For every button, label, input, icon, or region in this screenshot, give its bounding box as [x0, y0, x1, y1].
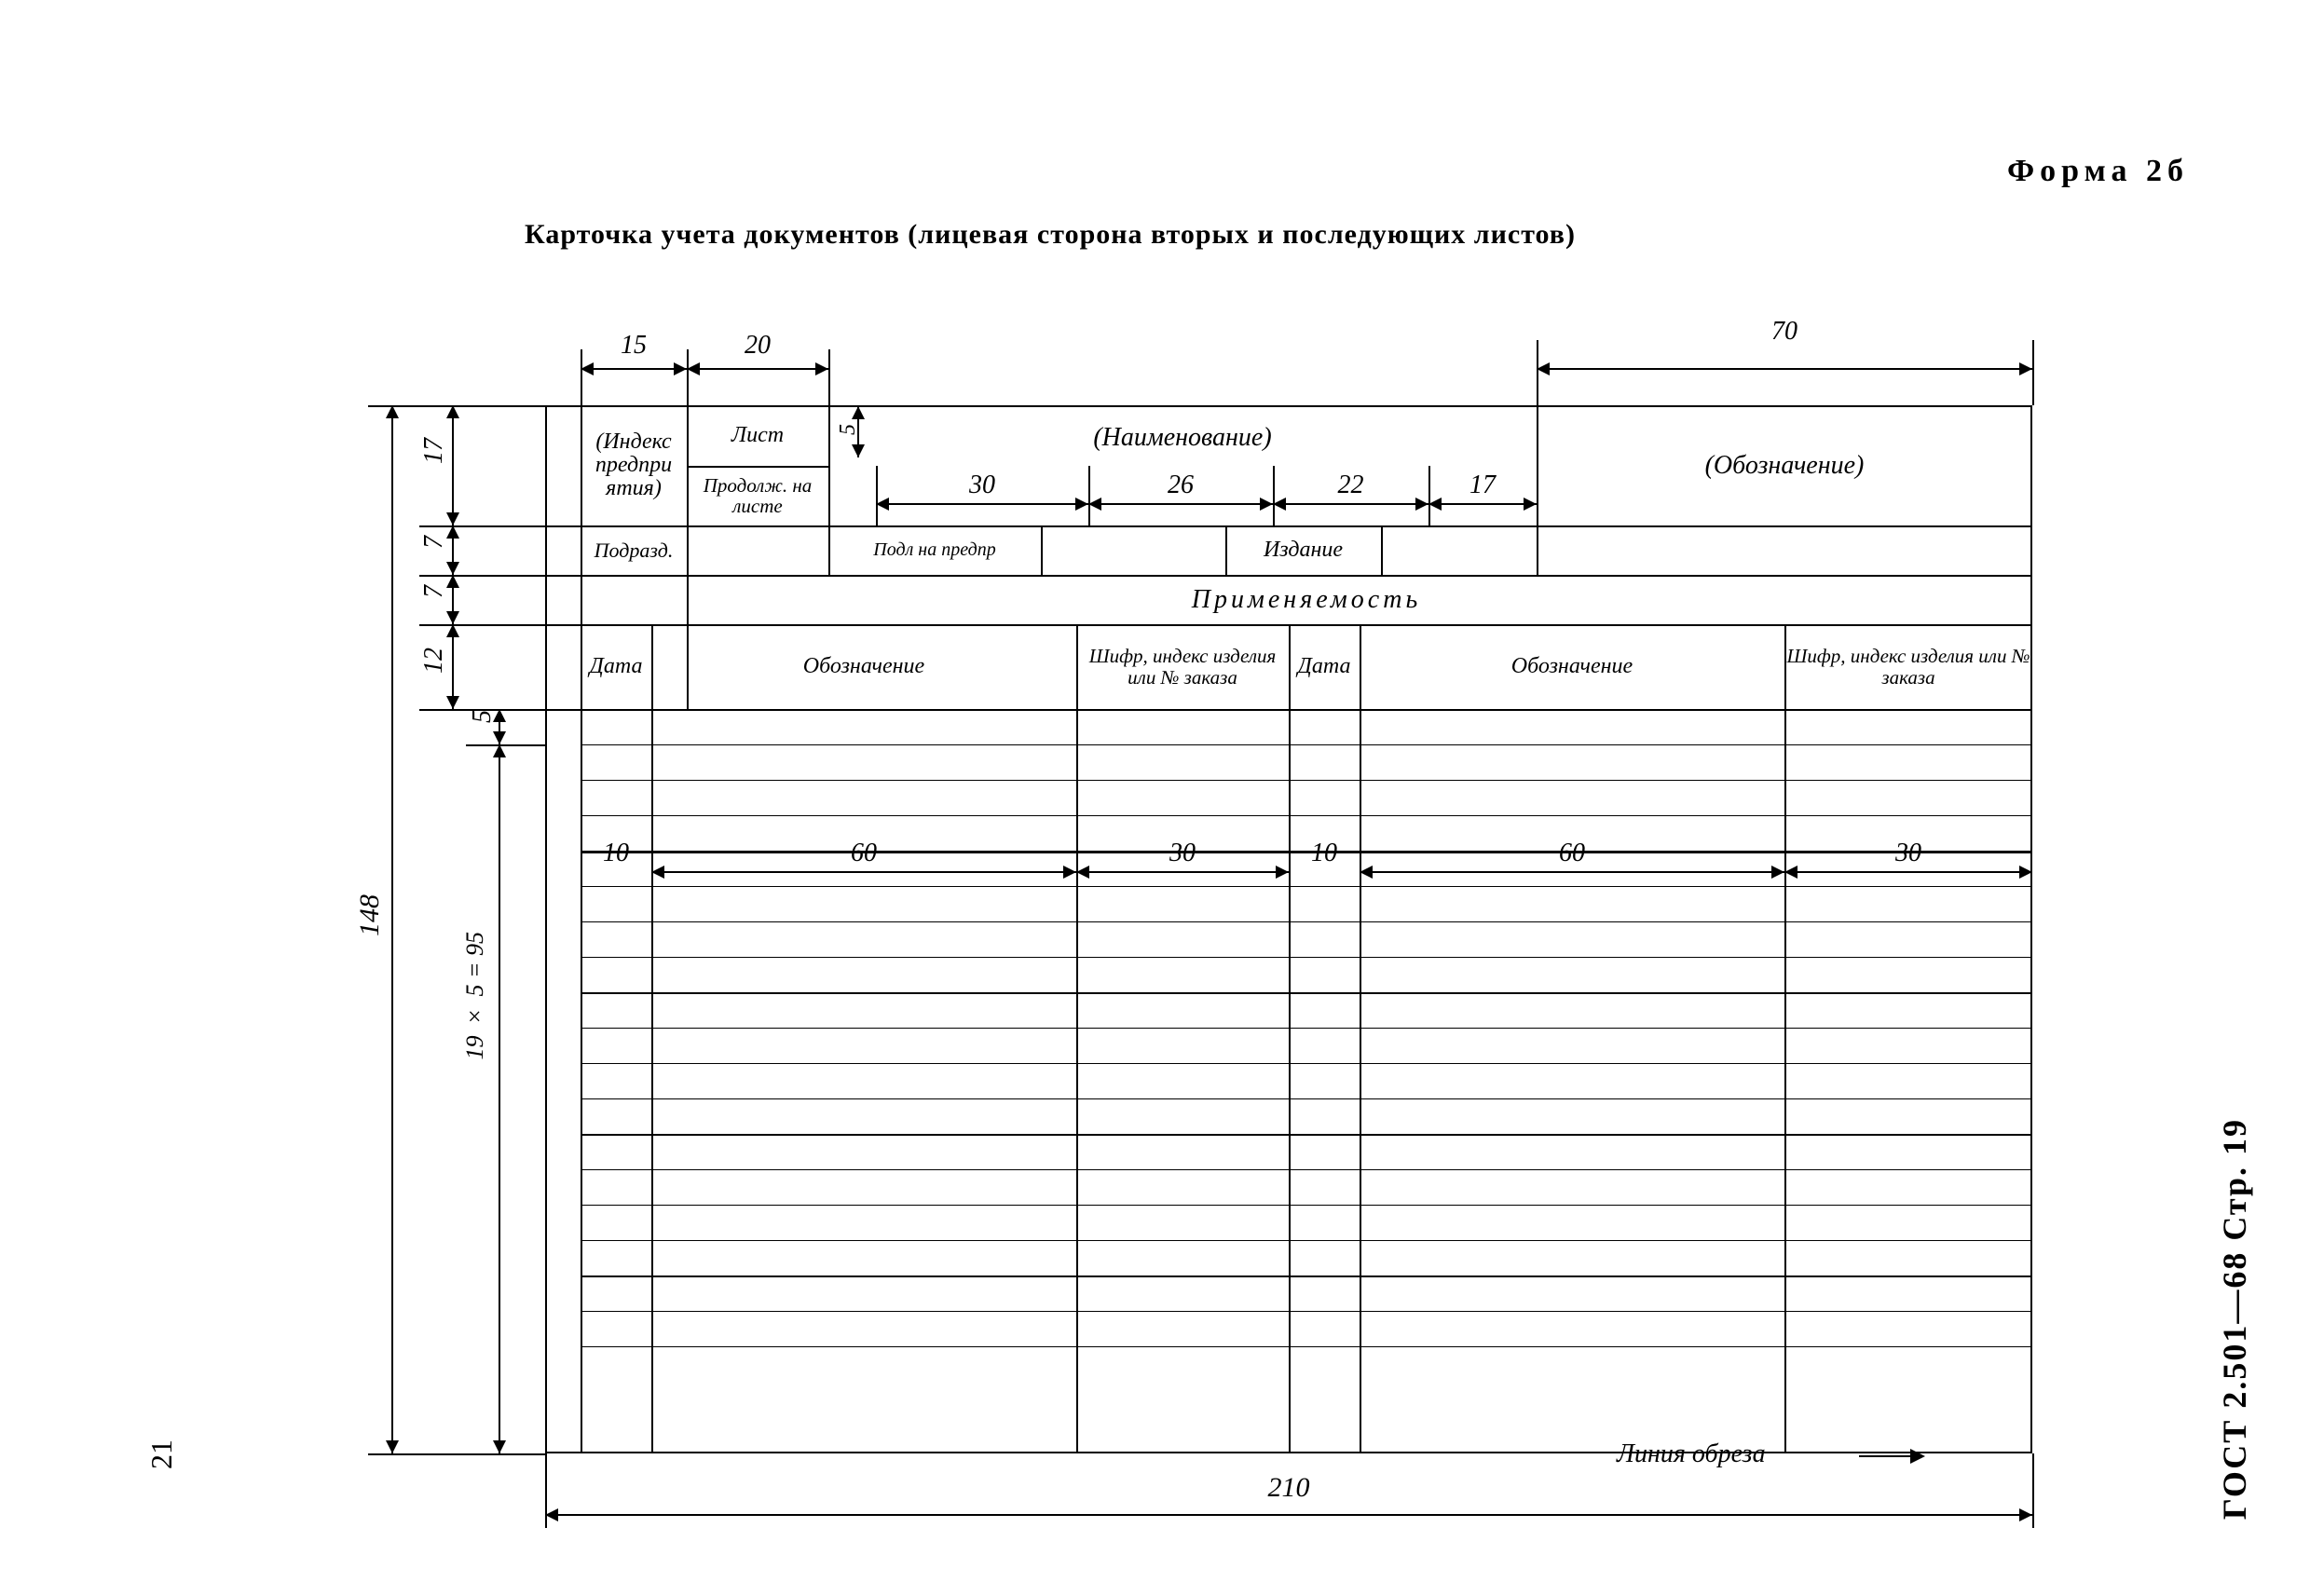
lbl-l-7a: 7 — [419, 536, 449, 549]
ti-d — [1428, 466, 1430, 525]
arr-l-17 — [452, 405, 454, 525]
body-row-line — [581, 1240, 2032, 1241]
form-label: Форма 2б — [2007, 154, 2189, 189]
page-number: 21 — [144, 1439, 179, 1469]
arr-l-5 — [499, 709, 500, 744]
cell-obozn-r: Обозначение — [1360, 624, 1784, 709]
arr-l-12 — [452, 624, 454, 709]
arr-idim-l2 — [1076, 871, 1289, 873]
body-row-line — [581, 886, 2032, 887]
cell-podrazd: Подразд. — [581, 525, 687, 575]
arr-l-95 — [499, 744, 500, 1453]
cell-obozn-l: Обозначение — [651, 624, 1076, 709]
cell-izdanie: Издание — [1225, 525, 1381, 575]
cell-shifr-l: Шифр, индекс изделия или № заказа — [1076, 624, 1289, 709]
trim-arrow — [1859, 1455, 1915, 1457]
trim-label: Линия обреза — [1617, 1439, 1766, 1469]
body-row-line — [581, 957, 2032, 958]
body-row-line — [581, 1346, 2032, 1347]
cell-podl: Подл на предпр — [828, 525, 1041, 575]
arr-idim-r1 — [1360, 871, 1784, 873]
arr-idim-l1 — [651, 871, 1076, 873]
idim-s-r: 30 — [1784, 839, 2032, 868]
lbl-top-20: 20 — [687, 331, 828, 361]
body-row-line — [581, 1134, 2032, 1136]
body-row-line — [581, 1311, 2032, 1312]
ti-b — [1088, 466, 1090, 525]
ti-e — [1537, 466, 1538, 525]
lbl-l-5: 5 — [468, 710, 498, 723]
trim-arrowhead — [1910, 1449, 1925, 1464]
body-row-line — [581, 744, 2032, 745]
lbl-l-12: 12 — [419, 648, 449, 674]
cell-data-l: Дата — [581, 624, 651, 709]
t-top-c — [828, 349, 830, 405]
cell-name: (Наименование) — [828, 405, 1537, 471]
t-top-a — [581, 349, 582, 405]
body-row-line — [581, 780, 2032, 781]
cell-list: Лист — [687, 405, 828, 466]
r2-v2 — [1041, 525, 1043, 575]
body-row-line — [581, 1205, 2032, 1206]
ti-c — [1273, 466, 1275, 525]
ext-2 — [419, 575, 545, 577]
ext-1 — [419, 525, 545, 527]
body-row-line — [581, 1098, 2032, 1099]
body-row-line — [581, 1169, 2032, 1170]
lbl-b-210: 210 — [545, 1472, 2032, 1504]
arr-i22 — [1273, 503, 1428, 505]
lbl-i17: 17 — [1428, 471, 1537, 500]
idim-o-r: 60 — [1360, 839, 1784, 868]
cell-index: (Индекс предпри ятия) — [581, 405, 687, 525]
arr-5 — [857, 406, 859, 457]
lbl-l-17: 17 — [419, 438, 449, 464]
b-ext-r — [2032, 1453, 2034, 1528]
idim-d-r: 10 — [1289, 839, 1360, 868]
ext-3 — [419, 624, 545, 626]
body-rows — [581, 709, 2032, 1453]
ext-bot — [368, 1453, 545, 1455]
r2-v5 — [1537, 525, 1538, 575]
arr-top-20 — [687, 368, 828, 370]
page-title: Карточка учета документов (лицевая сторо… — [525, 219, 1576, 251]
lbl-l-7b: 7 — [419, 585, 449, 598]
r2-v4 — [1381, 525, 1383, 575]
arr-top-15 — [581, 368, 687, 370]
cell-desig: (Обозначение) — [1537, 405, 2032, 525]
arr-l-148 — [391, 405, 393, 1453]
idim-o-l: 60 — [651, 839, 1076, 868]
arr-i17 — [1428, 503, 1537, 505]
cell-cont: Продолж. на листе — [687, 466, 828, 525]
cell-data-r: Дата — [1289, 624, 1360, 709]
lbl-top-15: 15 — [581, 331, 687, 361]
arr-l-7b — [452, 575, 454, 624]
idim-s-l: 30 — [1076, 839, 1289, 868]
idim-d-l: 10 — [581, 839, 651, 868]
gost-label: ГОСТ 2.501—68 Стр. 19 — [2215, 1118, 2254, 1520]
arr-i26 — [1088, 503, 1273, 505]
t-top-r2 — [2032, 340, 2034, 405]
lbl-top-70: 70 — [1537, 317, 2032, 347]
arr-idim-r2 — [1784, 871, 2032, 873]
lbl-l-95: 19 × 5 = 95 — [461, 932, 489, 1060]
lbl-l-148: 148 — [354, 894, 386, 936]
arr-top-70 — [1537, 368, 2032, 370]
lbl-i30: 30 — [876, 471, 1088, 500]
body-row-line — [581, 921, 2032, 922]
lbl-i22: 22 — [1273, 471, 1428, 500]
body-row-line — [581, 1063, 2032, 1064]
cell-shifr-r: Шифр, индекс изделия или № заказа — [1784, 624, 2032, 709]
body-row-line — [581, 815, 2032, 816]
t-top-r1 — [1537, 340, 1538, 405]
lbl-i26: 26 — [1088, 471, 1273, 500]
body-row-line — [581, 1028, 2032, 1029]
body-row-line — [581, 992, 2032, 994]
ti-a — [876, 466, 878, 525]
body-row-line — [581, 1275, 2032, 1277]
arr-b-210 — [545, 1514, 2032, 1516]
arr-l-7a — [452, 525, 454, 575]
arr-i30 — [876, 503, 1088, 505]
cell-section: Применяемость — [581, 575, 2032, 624]
t-top-b — [687, 349, 689, 405]
